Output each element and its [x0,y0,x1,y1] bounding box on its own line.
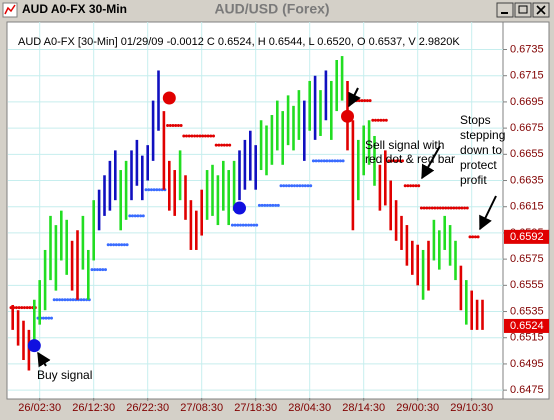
y-tick-label: 0.6695 [510,96,544,108]
annotation: red dot & red bar [365,152,455,166]
signal-dot [341,109,354,123]
x-tick-label: 28/14:30 [342,402,385,414]
stop-arrow [479,195,497,231]
marks: 0.6592 0.6524 [9,56,549,371]
y-tick-label: 0.6515 [510,332,544,344]
window-buttons[interactable] [496,2,550,18]
x-tick-label: 29/10:30 [450,402,493,414]
annotation: protect [460,158,497,172]
info-line: AUD A0-FX [30-Min] 01/29/09 -0.0012 C 0.… [18,36,460,48]
price-box-label: 0.6524 [510,320,544,332]
restore-button[interactable] [514,2,532,18]
restore-glyph [518,5,528,14]
y-tick-label: 0.6535 [510,305,544,317]
annotation-arrows [37,87,497,368]
x-tick-label: 27/08:30 [180,402,223,414]
y-tick-label: 0.6555 [510,279,544,291]
y-tick-label: 0.6475 [510,384,544,396]
y-tick-label: 0.6575 [510,253,544,265]
annotation: Sell signal with [365,138,444,152]
window-title: AUD A0-FX 30-Min [22,2,127,16]
y-tick-label: 0.6615 [510,201,544,213]
buy-arrow [37,351,51,368]
sell-arrow [348,87,361,108]
annotation: profit [460,173,487,187]
close-glyph [536,5,546,15]
x-tick-label: 29/00:30 [396,402,439,414]
stop-arrow [421,145,441,180]
price-box [504,229,549,244]
annotation: stepping [460,128,505,142]
price-box [504,318,549,333]
y-tick-label: 0.6715 [510,70,544,82]
plot-panel [6,21,550,400]
y-tick-label: 0.6495 [510,358,544,370]
x-tick-label: 26/22:30 [126,402,169,414]
y-tick-label: 0.6635 [510,174,544,186]
icon-glyph [4,4,16,15]
chart-title: AUD/USD (Forex) [214,1,329,17]
x-tick-label: 26/02:30 [18,402,61,414]
annotation: down to [460,143,502,157]
annotation: Buy signal [37,368,92,382]
signal-dot [233,201,246,215]
minimize-button[interactable] [496,2,514,18]
x-tick-label: 27/18:30 [234,402,277,414]
price-box-label: 0.6592 [510,231,544,243]
y-tick-label: 0.6675 [510,122,544,134]
annotation: Stops [460,113,491,127]
x-tick-label: 28/04:30 [288,402,331,414]
signal-dot [162,91,176,105]
y-tick-label: 0.6655 [510,148,544,160]
x-tick-label: 26/12:30 [72,402,115,414]
signal-dot [27,339,41,353]
y-tick-label: 0.6735 [510,43,544,55]
